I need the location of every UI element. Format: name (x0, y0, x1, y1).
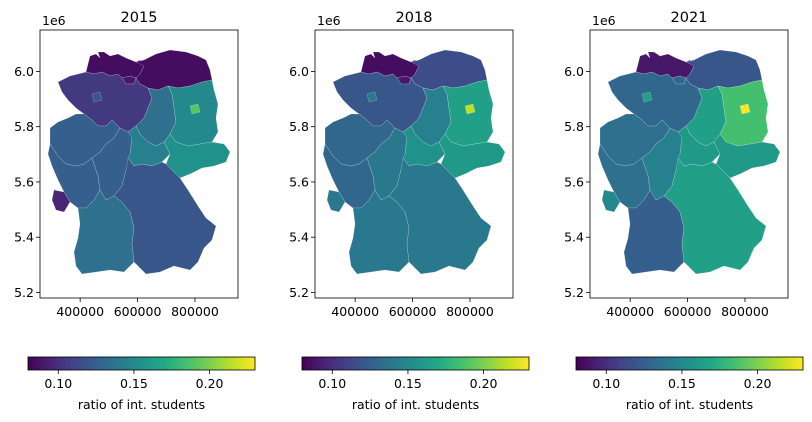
colorbar-tick-label: 0.10 (44, 376, 72, 391)
y-tick-label: 5.6 (564, 174, 584, 189)
y-tick-label: 5.4 (14, 230, 34, 245)
map-panel-2021: Schleswig-Holstein: 0.09Mecklenburg-Vorp… (564, 10, 804, 412)
y-tick-label: 5.6 (14, 174, 34, 189)
x-tick-label: 800000 (446, 304, 494, 319)
panel-title: 2021 (671, 10, 708, 26)
y-tick-label: 6.0 (289, 64, 309, 79)
colorbar: 0.10 0.15 0.20 ratio of int. students (575, 356, 804, 412)
colorbar: 0.10 0.15 0.20 ratio of int. students (301, 356, 530, 412)
colorbar-gradient (301, 356, 530, 371)
x-tick-label: 400000 (331, 304, 379, 319)
y-offset-label: 1e6 (42, 13, 66, 28)
axes-frame (589, 29, 789, 299)
y-tick-label: 5.8 (564, 119, 584, 134)
colorbar-tick-label: 0.10 (318, 376, 346, 391)
region-berlin[interactable]: Berlin: 0.215 (464, 103, 476, 115)
colorbar-label: ratio of int. students (78, 397, 205, 412)
panel-title: 2015 (121, 10, 158, 26)
map-regions: Schleswig-Holstein: 0.085Mecklenburg-Vor… (322, 49, 506, 275)
x-tick-label: 400000 (606, 304, 654, 319)
panel-title: 2018 (396, 10, 433, 26)
colorbar: 0.10 0.15 0.20 ratio of int. students (27, 356, 256, 412)
y-tick-label: 5.4 (289, 230, 309, 245)
map-panel-2015: Schleswig-Holstein: 0.085Mecklenburg-Vor… (14, 10, 256, 412)
region-saarland[interactable]: Saarland: 0.14 (326, 189, 346, 213)
y-tick-label: 5.2 (564, 285, 584, 300)
y-tick-label: 5.4 (564, 230, 584, 245)
region-bayern[interactable]: Bayern: 0.165 (663, 157, 767, 275)
region-bremen[interactable]: Bremen: 0.165 (641, 91, 653, 103)
colorbar-tick-label: 0.15 (394, 376, 422, 391)
y-tick-label: 5.8 (289, 119, 309, 134)
region-bayern[interactable]: Bayern: 0.12 (113, 157, 217, 275)
region-saarland[interactable]: Saarland: 0.095 (51, 189, 71, 213)
colorbar-tick-label: 0.15 (668, 376, 696, 391)
region-bayern[interactable]: Bayern: 0.14 (388, 157, 492, 275)
axes-frame (314, 29, 514, 299)
map-panel-2018: Schleswig-Holstein: 0.085Mecklenburg-Vor… (289, 10, 530, 412)
colorbar-tick-label: 0.20 (470, 376, 498, 391)
map-regions: Schleswig-Holstein: 0.09Mecklenburg-Vorp… (597, 49, 781, 275)
map-regions: Schleswig-Holstein: 0.085Mecklenburg-Vor… (47, 49, 231, 275)
region-bremen[interactable]: Bremen: 0.12 (91, 91, 103, 103)
x-tick-label: 800000 (171, 304, 219, 319)
colorbar-tick-label: 0.15 (120, 376, 148, 391)
colorbar-tick-label: 0.20 (196, 376, 224, 391)
colorbar-gradient (27, 356, 256, 371)
region-saarland[interactable]: Saarland: 0.15 (601, 189, 621, 213)
region-bremen[interactable]: Bremen: 0.14 (366, 91, 378, 103)
colorbar-tick-label: 0.10 (592, 376, 620, 391)
region-berlin[interactable]: Berlin: 0.19 (189, 103, 201, 115)
y-offset-label: 1e6 (317, 13, 341, 28)
x-tick-label: 400000 (56, 304, 104, 319)
y-offset-label: 1e6 (592, 13, 616, 28)
colorbar-gradient (575, 356, 804, 371)
colorbar-label: ratio of int. students (352, 397, 479, 412)
colorbar-label: ratio of int. students (626, 397, 753, 412)
axes-frame (39, 29, 239, 299)
x-tick-label: 600000 (114, 304, 162, 319)
x-tick-label: 800000 (721, 304, 769, 319)
y-tick-label: 5.6 (289, 174, 309, 189)
colorbar-tick-label: 0.20 (744, 376, 772, 391)
y-tick-label: 5.2 (14, 285, 34, 300)
y-tick-label: 6.0 (564, 64, 584, 79)
y-tick-label: 5.8 (14, 119, 34, 134)
x-tick-label: 600000 (389, 304, 437, 319)
region-berlin[interactable]: Berlin: 0.23 (739, 103, 751, 115)
x-tick-label: 600000 (664, 304, 712, 319)
y-tick-label: 6.0 (14, 64, 34, 79)
y-tick-label: 5.2 (289, 285, 309, 300)
